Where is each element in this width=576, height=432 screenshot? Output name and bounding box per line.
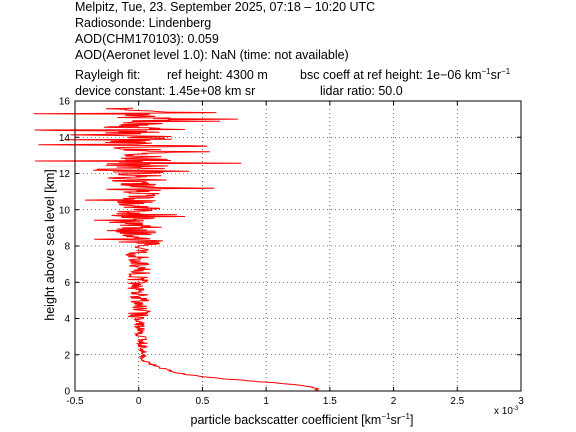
device-constant: device constant: 1.45e+08 km sr (75, 84, 256, 98)
backscatter-profile-line (33, 107, 319, 392)
x-axis-label: particle backscatter coefficient [km−1sr… (191, 412, 414, 427)
y-tick-label: 2 (64, 350, 70, 361)
y-axis-label: height above sea level [km] (43, 169, 57, 320)
y-tick-label: 10 (59, 205, 71, 216)
tick-marks (74, 100, 522, 392)
y-tick-labels: 0 2 4 6 8 10 12 14 16 (59, 97, 71, 398)
rayleigh-fit-label: Rayleigh fit: (75, 68, 141, 82)
y-tick-label: 16 (59, 97, 71, 108)
title-line-location: Melpitz, Tue, 23. September 2025, 07:18 … (75, 0, 376, 14)
y-tick-label: 6 (64, 278, 70, 289)
bsc-coeff: bsc coeff at ref height: 1e−06 km−1sr−1 (300, 67, 511, 83)
y-tick-label: 12 (59, 169, 71, 180)
x-tick-label: -0.5 (66, 396, 84, 407)
y-tick-label: 8 (64, 242, 70, 253)
x-multiplier: x 10-3 (494, 406, 519, 417)
x-tick-label: 2.5 (450, 396, 464, 407)
y-tick-label: 14 (59, 133, 71, 144)
x-tick-label: 0.5 (195, 396, 209, 407)
title-line-aod-aeronet: AOD(Aeronet level 1.0): NaN (time: not a… (75, 48, 349, 62)
title-line-aod-chm: AOD(CHM170103): 0.059 (75, 32, 219, 46)
x-tick-labels: -0.5 0 0.5 1 1.5 2 2.5 3 (66, 396, 524, 407)
x-tick-label: 1.5 (323, 396, 337, 407)
ref-height: ref height: 4300 m (167, 68, 268, 82)
x-tick-label: 0 (136, 396, 142, 407)
lidar-ratio: lidar ratio: 50.0 (320, 84, 403, 98)
x-tick-label: 3 (518, 396, 524, 407)
x-tick-label: 1 (263, 396, 269, 407)
title-line-radiosonde: Radiosonde: Lindenberg (75, 16, 212, 30)
x-tick-label: 2 (391, 396, 397, 407)
y-tick-label: 4 (64, 314, 70, 325)
y-tick-label: 0 (64, 387, 70, 398)
